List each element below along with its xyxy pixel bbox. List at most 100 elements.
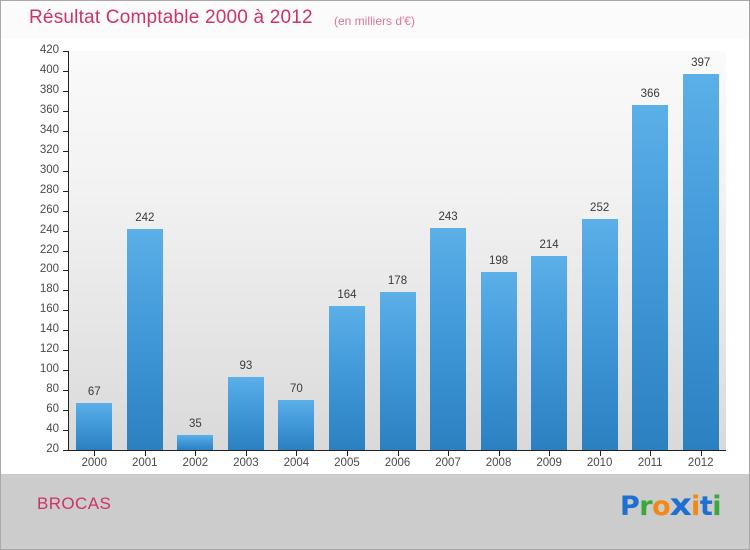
x-axis-tick-mark [195, 451, 197, 456]
y-axis-tick-mark [63, 110, 69, 112]
bar-value-label-2001: 242 [135, 211, 155, 224]
y-axis-tick-mark [63, 90, 69, 92]
page-title: Résultat Comptable 2000 à 2012 [29, 7, 313, 28]
x-axis-tick-label-2000: 2000 [81, 457, 108, 469]
bar-value-label-2000: 67 [87, 386, 101, 399]
y-axis-tick-mark [63, 170, 69, 172]
x-axis-tick-mark [650, 451, 652, 456]
y-axis-tick-label: 160 [39, 303, 59, 316]
y-axis-tick-label: 260 [39, 203, 59, 216]
x-axis-tick-label-2005: 2005 [334, 457, 360, 469]
bar-2004 [278, 400, 315, 450]
x-axis-tick-label-2002: 2002 [182, 457, 209, 469]
entity-name: BROCAS [37, 494, 112, 513]
logo-letter-5: t [699, 491, 713, 522]
bar-value-label-2004: 70 [290, 383, 303, 396]
bar-2008 [480, 272, 517, 450]
bar-value-label-2012: 397 [691, 56, 711, 69]
bar-value-label-2008: 198 [488, 255, 509, 268]
chart-footer: BROCAS Proxiti [1, 474, 749, 549]
bar-2009 [531, 256, 568, 450]
chart-subtitle: (en milliers d'€) [334, 14, 415, 28]
y-axis-tick-mark [63, 51, 69, 52]
x-axis-tick-label-2008: 2008 [485, 457, 512, 469]
bar-2000 [76, 403, 113, 450]
x-axis-tick-mark [498, 451, 500, 456]
logo-letter-6: i [712, 491, 721, 522]
y-axis-tick-mark [63, 130, 69, 132]
y-axis-tick-label: 100 [39, 363, 59, 376]
logo-letter-2: o [652, 491, 671, 522]
y-axis-tick-mark [63, 390, 69, 392]
x-axis-tick-mark [296, 451, 298, 456]
x-axis-tick-label-2010: 2010 [586, 457, 613, 469]
x-axis-tick-mark [549, 451, 551, 456]
y-axis-tick-mark [63, 270, 69, 272]
bar-2006 [379, 292, 416, 450]
y-axis-tick-label: 80 [46, 383, 59, 396]
proxiti-logo: Proxiti [620, 488, 721, 523]
bar-2007 [430, 227, 467, 450]
y-axis-tick-label: 140 [39, 323, 59, 336]
bar-value-label-2011: 366 [640, 87, 660, 100]
y-axis-tick-label: 280 [39, 183, 59, 196]
y-axis-tick-mark [63, 330, 69, 332]
bar-value-label-2002: 35 [188, 418, 202, 431]
y-axis-tick-label: 60 [46, 403, 59, 416]
bar-value-label-2009: 214 [539, 239, 559, 252]
x-axis-tick-label-2009: 2009 [536, 457, 562, 469]
y-axis-tick-mark [63, 290, 69, 292]
x-axis-line [68, 450, 726, 451]
y-axis-tick-label: 180 [39, 283, 59, 296]
bar-value-label-2007: 243 [438, 210, 458, 223]
bar-2005 [328, 306, 365, 450]
bar-value-label-2003: 93 [239, 360, 253, 373]
x-axis-tick-label-2007: 2007 [435, 457, 461, 469]
y-axis-tick-mark [63, 250, 69, 252]
y-axis-tick-label: 200 [39, 263, 59, 276]
x-axis-tick-mark [245, 451, 247, 456]
y-axis-tick-label: 380 [39, 83, 59, 96]
y-axis-tick-mark [63, 430, 69, 432]
y-axis-tick-mark [63, 230, 69, 232]
y-axis-tick-label: 40 [46, 423, 59, 436]
y-axis-tick-label: 360 [39, 103, 59, 116]
bar-2003 [227, 377, 264, 450]
y-axis-tick-mark [63, 410, 69, 412]
y-axis-tick-mark [63, 450, 69, 451]
x-axis-tick-mark [448, 451, 450, 456]
y-axis-tick-mark [63, 350, 69, 352]
y-axis-tick-label: 340 [39, 123, 59, 136]
x-axis-tick-label-2006: 2006 [384, 457, 411, 469]
bar-2010 [581, 218, 618, 450]
y-axis-tick-mark [63, 370, 69, 372]
y-axis-tick-mark [63, 210, 69, 212]
x-axis-tick-label-2004: 2004 [283, 457, 310, 469]
bar-2001 [126, 228, 163, 450]
logo-letter-3: x [669, 488, 692, 523]
bar-value-label-2005: 164 [337, 289, 357, 302]
y-axis-tick-label: 220 [39, 243, 59, 256]
x-axis-tick-label-2003: 2003 [233, 457, 259, 469]
x-axis-tick-mark [144, 451, 146, 456]
y-axis-tick-mark [63, 150, 69, 152]
chart-header: Résultat Comptable 2000 à 2012 (en milli… [1, 1, 749, 39]
x-axis-tick-label-2011: 2011 [637, 457, 663, 469]
y-axis-tick-label: 400 [39, 63, 59, 76]
y-axis-tick-label: 300 [39, 163, 59, 176]
y-axis-tick-mark [63, 190, 69, 192]
y-axis-tick-label: 420 [39, 44, 59, 56]
y-axis-tick-label: 240 [39, 223, 59, 236]
logo-letter-1: r [639, 491, 653, 522]
y-axis-tick-label: 320 [39, 143, 59, 156]
bar-value-label-2006: 178 [387, 275, 408, 288]
x-axis-tick-mark [94, 451, 96, 456]
x-axis-tick-mark [397, 451, 399, 456]
logo-letter-4: i [691, 491, 700, 522]
chart-plot-wrapper: 20 40 60 80 100 120 140 160 180 200 220 240 260 280 30… [1, 39, 749, 474]
x-axis-tick-mark [346, 451, 348, 456]
bar-2011 [632, 104, 669, 450]
y-axis-tick-label: 120 [39, 343, 59, 356]
bar-2002 [177, 435, 214, 450]
